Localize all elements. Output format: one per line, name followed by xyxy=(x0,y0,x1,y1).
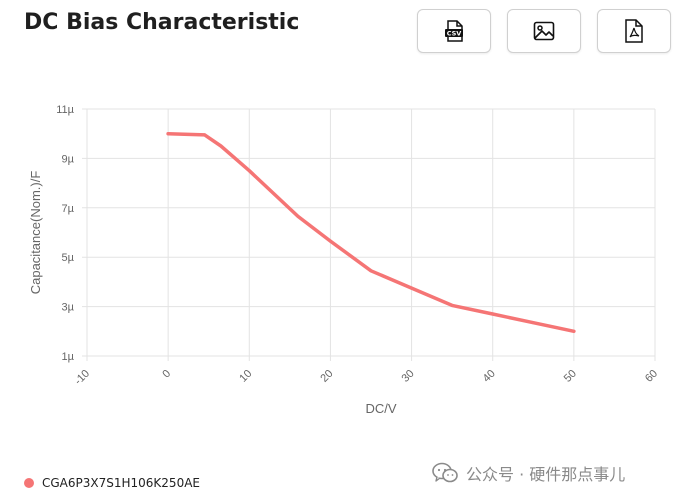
x-axis-label: DC/V xyxy=(365,401,396,416)
x-tick-label: -10 xyxy=(72,368,92,388)
export-image-button[interactable] xyxy=(507,9,581,53)
data-point xyxy=(328,239,332,243)
data-point xyxy=(166,132,170,136)
data-point xyxy=(296,214,300,218)
export-pdf-button[interactable] xyxy=(597,9,671,53)
csv-icon-label: CSV xyxy=(447,30,462,38)
y-tick-label: 5µ xyxy=(62,252,75,264)
data-point xyxy=(531,321,535,325)
y-tick-label: 1µ xyxy=(62,351,75,363)
x-tick-label: 0 xyxy=(160,368,173,381)
y-tick-label: 3µ xyxy=(62,302,75,314)
data-point xyxy=(203,133,207,137)
csv-file-icon: CSV xyxy=(445,20,463,42)
y-tick-label: 7µ xyxy=(62,203,75,215)
y-axis-label: Capacitance(Nom.)/F xyxy=(28,171,43,295)
x-tick-label: 20 xyxy=(318,368,335,385)
x-tick-label: 60 xyxy=(643,368,660,385)
data-point xyxy=(450,303,454,307)
watermark-text: 公众号 · 硬件那点事儿 xyxy=(466,465,626,484)
legend[interactable]: CGA6P3X7S1H106K250AE xyxy=(24,476,200,490)
export-csv-button[interactable]: CSV xyxy=(417,9,491,53)
data-point xyxy=(247,169,251,173)
data-point xyxy=(572,329,576,333)
y-tick-label: 9µ xyxy=(62,153,75,165)
x-tick-label: 10 xyxy=(237,368,254,385)
wechat-icon xyxy=(432,462,458,483)
x-tick-label: 30 xyxy=(400,368,417,385)
pdf-file-icon xyxy=(625,19,643,43)
data-point xyxy=(491,312,495,316)
x-tick-label: 50 xyxy=(562,368,579,385)
legend-marker xyxy=(24,478,34,488)
legend-label: CGA6P3X7S1H106K250AE xyxy=(42,476,200,490)
watermark: 公众号 · 硬件那点事儿 xyxy=(432,461,625,485)
x-tick-label: 40 xyxy=(481,368,498,385)
data-point xyxy=(410,286,414,290)
image-icon xyxy=(533,21,555,41)
data-point xyxy=(369,269,373,273)
data-point xyxy=(219,144,223,148)
y-tick-label: 11µ xyxy=(56,104,74,116)
series-line xyxy=(166,131,576,334)
chart-title: DC Bias Characteristic xyxy=(24,10,300,35)
